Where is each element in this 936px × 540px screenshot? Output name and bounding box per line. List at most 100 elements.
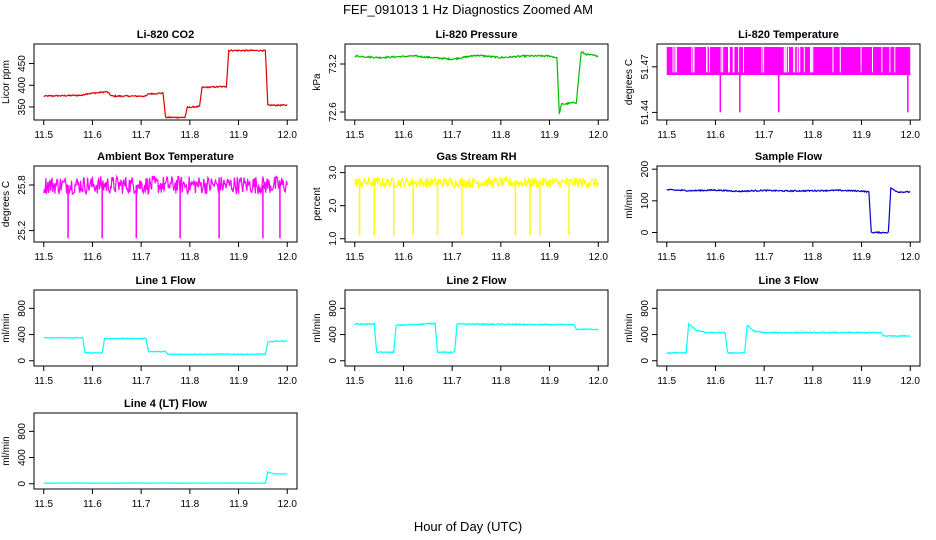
x-tick-label: 11.8: [803, 130, 822, 141]
panel-title: Li-820 Pressure: [436, 29, 518, 41]
panel-frame: [33, 165, 298, 243]
x-tick-label: 11.9: [229, 252, 248, 263]
x-tick-label: 12.0: [901, 130, 921, 141]
x-tick-label: 11.7: [132, 376, 151, 387]
x-tick-label: 11.9: [852, 252, 871, 263]
x-tick-label: 12.0: [589, 252, 609, 263]
x-tick-label: 11.5: [34, 499, 53, 510]
x-tick-label: 11.9: [229, 376, 248, 387]
plot-area: [43, 49, 288, 119]
y-tick-label: 400: [640, 326, 651, 343]
panel-3: Li-820 Temperature 11.5 11.6 11.7 11.8 11.9 12…: [624, 29, 921, 141]
x-tick-label: 12.0: [901, 376, 921, 387]
panel-frame: [656, 43, 921, 121]
series-line: [43, 336, 288, 356]
x-tick-label: 11.8: [180, 499, 199, 510]
y-tick-label: 1.0: [328, 231, 339, 245]
y-axis-label: ml/min: [1, 436, 12, 465]
panel-8: Line 2 Flow 11.5 11.6 11.7 11.8 11.9 12.0 0 400 8…: [312, 275, 609, 387]
x-tick-label: 11.7: [443, 252, 462, 263]
y-tick-label: 25.2: [17, 220, 28, 240]
y-tick-label: 2.0: [328, 198, 339, 212]
plot-area: [354, 51, 599, 116]
x-tick-label: 11.5: [345, 252, 364, 263]
x-tick-label: 12.0: [901, 252, 921, 263]
panel-frame: [33, 289, 298, 367]
y-tick-label: 400: [17, 449, 28, 466]
y-tick-label: 350: [17, 98, 28, 115]
y-tick-label: 72.6: [328, 102, 339, 122]
x-tick-label: 11.8: [491, 130, 510, 141]
x-tick-label: 11.9: [229, 499, 248, 510]
x-tick-label: 11.6: [394, 376, 413, 387]
x-tick-label: 11.7: [443, 376, 462, 387]
y-tick-label: 800: [640, 300, 651, 317]
y-tick-label: 400: [17, 76, 28, 93]
plot-area: [666, 187, 911, 235]
series-line: [43, 49, 288, 119]
x-tick-label: 11.6: [83, 376, 102, 387]
panel-frame: [33, 412, 298, 490]
x-tick-label: 11.7: [755, 376, 774, 387]
panel-6: Sample Flow 11.5 11.6 11.7 11.8 11.9 12.0 0 100 2…: [624, 151, 921, 263]
panel-4: Ambient Box Temperature 11.5 11.6 11.7 11.8 1…: [1, 151, 298, 263]
y-tick-label: 0: [640, 229, 651, 235]
y-tick-label: 200: [640, 160, 651, 177]
panel-10: Line 4 (LT) Flow 11.5 11.6 11.7 11.8 11.9 12.0…: [1, 398, 298, 510]
plot-area: [43, 471, 288, 484]
x-tick-label: 11.5: [34, 252, 53, 263]
x-tick-label: 11.6: [394, 252, 413, 263]
x-tick-label: 11.5: [34, 376, 53, 387]
x-tick-label: 11.6: [83, 252, 102, 263]
x-tick-label: 11.6: [706, 376, 725, 387]
series-line: [354, 321, 599, 354]
y-tick-label: 0: [328, 358, 339, 364]
y-tick-label: 51.47: [640, 54, 651, 79]
y-tick-label: 400: [17, 326, 28, 343]
x-tick-label: 12.0: [278, 499, 298, 510]
x-tick-label: 11.6: [83, 499, 102, 510]
y-axis-label: kPa: [312, 73, 323, 91]
figure-xlabel: Hour of Day (UTC): [414, 519, 522, 534]
x-tick-label: 11.9: [852, 130, 871, 141]
x-tick-label: 11.9: [540, 376, 559, 387]
y-axis-label: ml/min: [1, 313, 12, 342]
y-tick-label: 450: [17, 55, 28, 72]
plot-area: [43, 174, 288, 239]
x-tick-label: 11.6: [706, 130, 725, 141]
x-tick-label: 11.8: [180, 130, 199, 141]
panel-title: Sample Flow: [755, 151, 823, 163]
x-tick-label: 11.7: [132, 499, 151, 510]
series-line: [43, 471, 288, 484]
y-axis-label: ml/min: [624, 313, 635, 342]
y-tick-label: 51.44: [640, 99, 651, 124]
panel-title: Line 2 Flow: [447, 275, 507, 287]
x-tick-label: 11.8: [180, 252, 199, 263]
panel-frame: [656, 289, 921, 367]
panels-group: Li-820 CO2 11.5 11.6 11.7 11.8 11.9 12.0 350 400…: [1, 29, 921, 510]
y-axis-label: degrees C: [624, 59, 635, 105]
x-tick-label: 11.7: [132, 252, 151, 263]
panel-5: Gas Stream RH 11.5 11.6 11.7 11.8 11.9 12.0 1.0…: [312, 151, 609, 263]
x-tick-label: 11.7: [755, 252, 774, 263]
x-tick-label: 11.5: [345, 130, 364, 141]
x-tick-label: 12.0: [589, 376, 609, 387]
x-tick-label: 11.8: [180, 376, 199, 387]
plot-area: [666, 321, 911, 355]
x-tick-label: 11.8: [491, 252, 510, 263]
x-tick-label: 12.0: [589, 130, 609, 141]
panel-7: Line 1 Flow 11.5 11.6 11.7 11.8 11.9 12.0 0 400 8…: [1, 275, 298, 387]
panel-2: Li-820 Pressure 11.5 11.6 11.7 11.8 11.9 12.0 7…: [312, 29, 609, 141]
y-tick-label: 0: [640, 358, 651, 364]
x-tick-label: 12.0: [278, 376, 298, 387]
panel-title: Li-820 Temperature: [738, 29, 839, 41]
x-tick-label: 11.6: [394, 130, 413, 141]
series-line: [666, 187, 911, 235]
panel-title: Line 1 Flow: [136, 275, 196, 287]
x-tick-label: 11.9: [540, 252, 559, 263]
series-line: [666, 321, 911, 355]
panel-title: Line 4 (LT) Flow: [124, 398, 207, 410]
y-tick-label: 73.2: [328, 54, 339, 74]
panel-title: Line 3 Flow: [759, 275, 819, 287]
x-tick-label: 11.5: [34, 130, 53, 141]
